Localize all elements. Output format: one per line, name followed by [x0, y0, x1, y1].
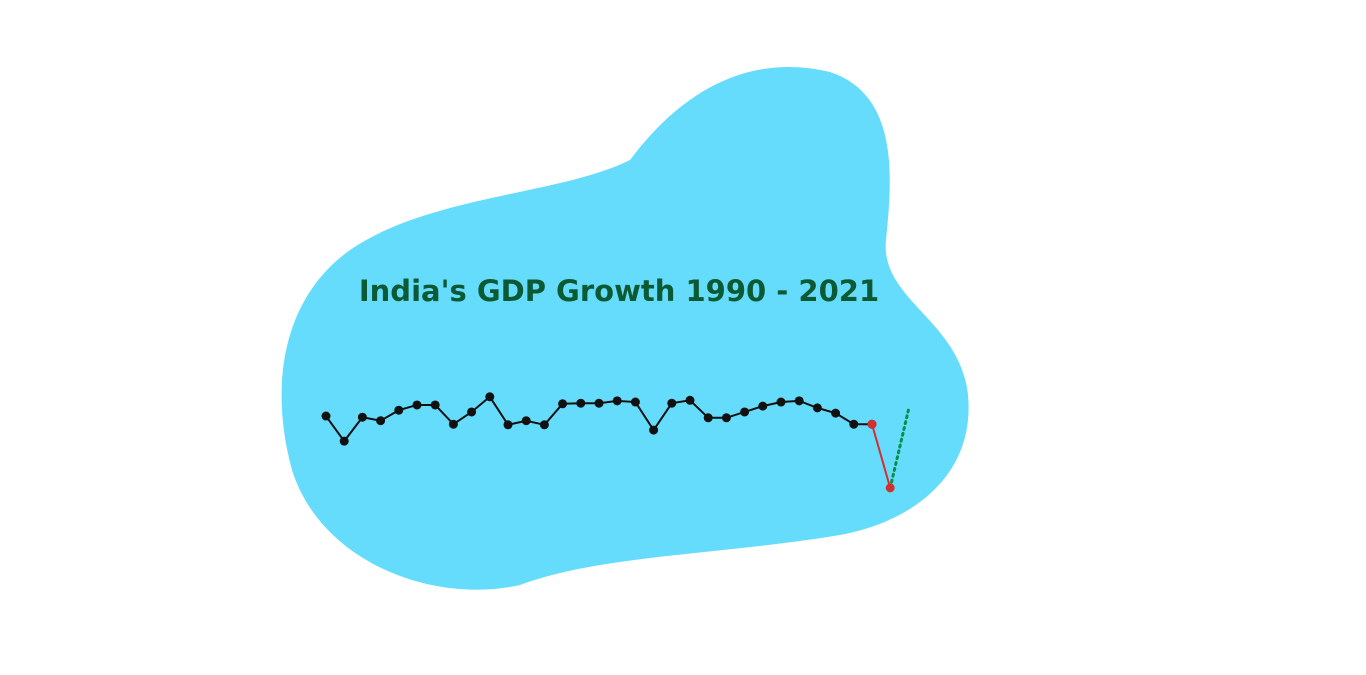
- point: [448, 419, 458, 429]
- point: [831, 408, 841, 418]
- point: [558, 399, 568, 409]
- background-blob: [281, 66, 969, 590]
- point: [649, 425, 659, 435]
- point: [794, 396, 804, 406]
- line: [871, 423, 892, 489]
- point: [885, 483, 895, 493]
- point: [467, 407, 477, 417]
- point: [703, 413, 713, 423]
- point: [849, 419, 859, 429]
- point: [339, 436, 349, 446]
- point: [685, 395, 695, 405]
- point: [357, 412, 367, 422]
- point: [721, 413, 731, 423]
- point: [776, 397, 786, 407]
- point: [758, 401, 768, 411]
- point: [667, 398, 677, 408]
- point: [503, 420, 513, 430]
- point: [394, 405, 404, 415]
- point: [412, 400, 422, 410]
- point: [576, 398, 586, 408]
- point: [740, 407, 750, 417]
- point: [594, 398, 604, 408]
- point: [376, 416, 386, 426]
- line: [888, 408, 910, 490]
- point: [612, 396, 622, 406]
- point: [430, 400, 440, 410]
- point: [630, 397, 640, 407]
- point: [485, 392, 495, 402]
- point: [521, 416, 531, 426]
- point: [539, 420, 549, 430]
- point: [867, 419, 877, 429]
- chart-title: India's GDP Growth 1990 - 2021: [359, 274, 879, 308]
- point: [812, 403, 822, 413]
- point: [321, 411, 331, 421]
